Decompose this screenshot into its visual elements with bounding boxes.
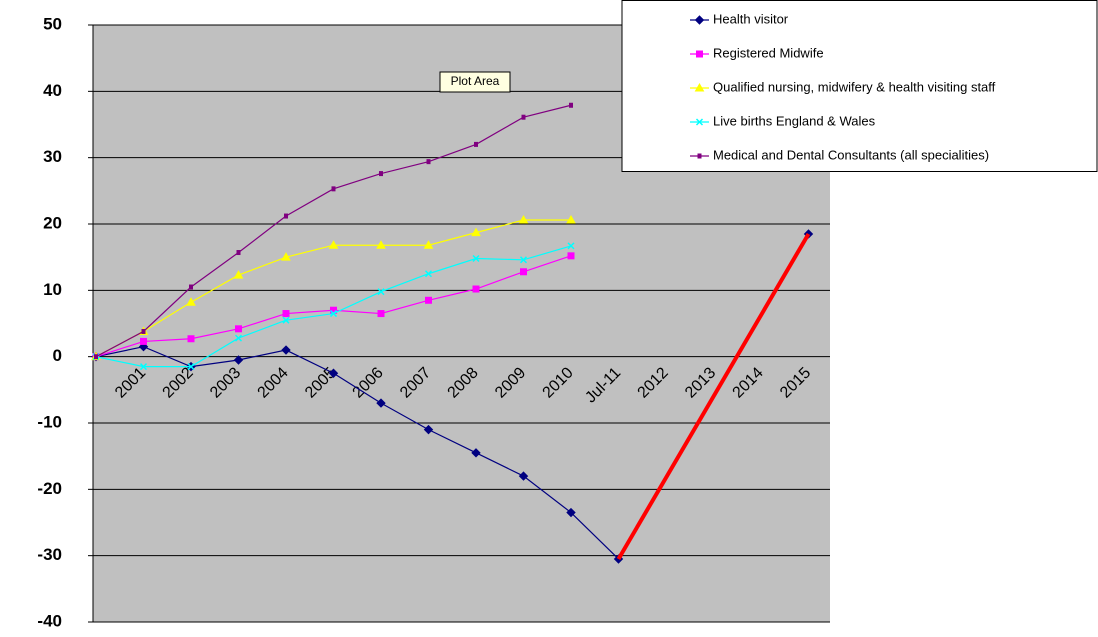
marker — [471, 448, 481, 458]
marker — [519, 256, 528, 264]
series-line — [616, 232, 811, 560]
marker — [423, 424, 434, 435]
marker — [569, 102, 573, 108]
marker — [140, 337, 147, 345]
marker — [186, 297, 196, 306]
marker — [426, 159, 431, 165]
marker — [694, 15, 705, 25]
marker — [377, 310, 385, 318]
marker — [141, 328, 146, 334]
marker — [424, 270, 433, 278]
marker — [94, 354, 98, 360]
y-tick-label: 40 — [43, 81, 62, 100]
marker — [472, 254, 480, 263]
marker — [329, 310, 338, 318]
legend-label: Medical and Dental Consultants (all spec… — [713, 147, 989, 162]
marker — [377, 288, 385, 296]
tooltip: Plot Area — [439, 71, 511, 93]
marker — [697, 153, 702, 159]
y-tick-label: 20 — [43, 213, 62, 232]
tooltip-text: Plot Area — [451, 74, 500, 88]
marker — [695, 118, 704, 126]
y-tick-label: -10 — [37, 412, 62, 431]
tooltip-box — [439, 71, 511, 93]
y-tick-label: 10 — [43, 280, 62, 299]
legend-label: Qualified nursing, midwifery & health vi… — [713, 79, 996, 94]
marker — [236, 250, 241, 256]
marker — [474, 141, 478, 147]
marker — [694, 82, 705, 92]
legend-label: Live births England & Wales — [713, 113, 876, 128]
y-tick-label: -40 — [37, 611, 62, 630]
marker — [139, 363, 148, 371]
marker — [696, 50, 703, 58]
marker — [281, 252, 291, 261]
marker — [282, 316, 290, 324]
marker — [187, 335, 195, 343]
marker — [376, 240, 386, 249]
marker — [235, 325, 242, 333]
marker — [376, 398, 386, 408]
marker — [379, 171, 383, 177]
marker — [521, 114, 526, 120]
marker — [282, 310, 290, 318]
marker — [567, 242, 575, 250]
marker — [233, 355, 244, 365]
marker — [328, 368, 339, 378]
marker — [518, 215, 529, 224]
marker — [567, 252, 575, 260]
legend-label: Health visitor — [713, 11, 789, 26]
marker — [423, 240, 434, 249]
marker — [566, 215, 576, 224]
marker — [233, 270, 244, 279]
marker — [566, 507, 576, 518]
y-tick-label: 0 — [53, 346, 62, 365]
marker — [331, 186, 336, 192]
series-line — [95, 346, 619, 560]
marker — [281, 345, 291, 355]
marker — [189, 284, 193, 290]
marker — [518, 471, 529, 481]
y-tick-label: 50 — [43, 14, 62, 33]
marker — [328, 240, 339, 249]
marker — [234, 334, 243, 342]
marker — [187, 363, 195, 371]
marker — [472, 285, 480, 293]
legend-label: Registered Midwife — [713, 45, 824, 60]
marker — [520, 268, 527, 276]
y-tick-label: 30 — [43, 147, 62, 166]
marker — [471, 227, 481, 237]
y-tick-label: -30 — [37, 545, 62, 564]
marker — [284, 213, 288, 219]
marker — [425, 296, 432, 304]
y-tick-label: -20 — [37, 479, 62, 498]
